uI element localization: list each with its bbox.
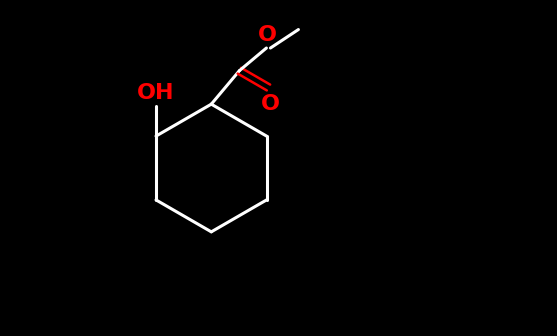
- Text: O: O: [258, 25, 277, 45]
- Text: O: O: [261, 93, 280, 114]
- Text: OH: OH: [137, 83, 175, 103]
